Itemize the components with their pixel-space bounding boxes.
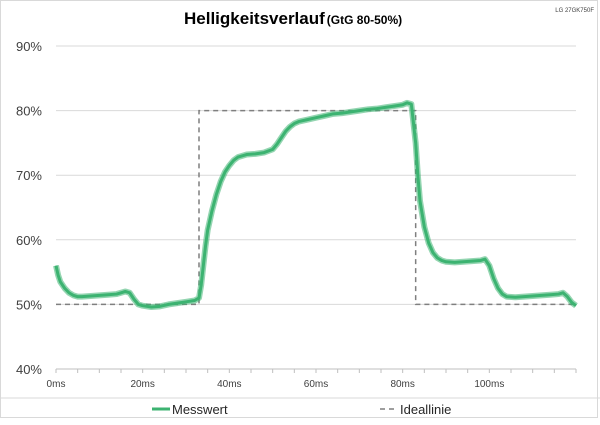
y-tick-label: 60%	[16, 233, 42, 248]
y-tick-labels: 40% 50% 60% 70% 80% 90%	[16, 39, 42, 377]
legend-label-messwert: Messwert	[172, 402, 228, 417]
y-tick-label: 90%	[16, 39, 42, 54]
x-tick-label: 40ms	[217, 379, 241, 390]
legend: Messwert Ideallinie	[0, 397, 600, 417]
x-tick-label: 60ms	[304, 379, 328, 390]
y-tick-label: 50%	[16, 297, 42, 312]
x-tick-label: 0ms	[47, 379, 66, 390]
x-tick-label: 100ms	[474, 379, 504, 390]
y-tick-label: 70%	[16, 168, 42, 183]
device-label: LG 27GK750F	[555, 8, 594, 14]
chart-title: Helligkeitsverlauf	[184, 9, 325, 28]
series-messwert-line	[54, 101, 577, 309]
x-tick-label: 20ms	[130, 379, 154, 390]
chart-subtitle: (GtG 80-50%)	[327, 13, 402, 27]
x-axis	[55, 368, 577, 373]
x-tick-labels: 0ms 20ms 40ms 60ms 80ms 100ms	[47, 379, 505, 390]
y-tick-label: 80%	[16, 104, 42, 119]
x-tick-label: 80ms	[390, 379, 414, 390]
series-layer	[53, 99, 578, 310]
legend-label-ideallinie: Ideallinie	[400, 402, 451, 417]
y-tick-label: 40%	[16, 362, 42, 377]
title-group: Helligkeitsverlauf (GtG 80-50%)	[184, 9, 402, 28]
